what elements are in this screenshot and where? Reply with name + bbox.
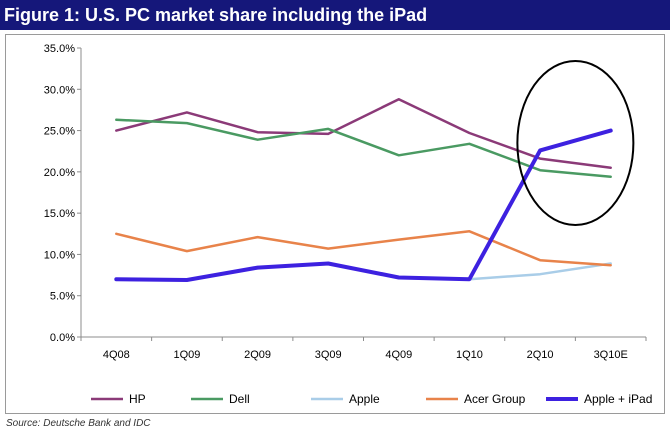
legend-label-hp: HP <box>129 392 146 406</box>
y-tick-label: 35.0% <box>44 43 75 55</box>
chart-frame: 0.0% 5.0% 10.0% 15.0% 20.0% 25.0% 30.0% 35.0% 4Q… <box>5 34 665 414</box>
x-tick-label: 2Q10 <box>527 349 554 361</box>
legend-label-apple-ipad: Apple + iPad <box>584 392 652 406</box>
x-tick-label: 4Q09 <box>385 349 412 361</box>
y-tick-label: 30.0% <box>44 84 75 96</box>
y-tick-label: 10.0% <box>44 249 75 261</box>
x-tick-label: 3Q10E <box>594 349 628 361</box>
figure-title: Figure 1: U.S. PC market share including… <box>0 0 670 30</box>
legend: HP Dell Apple Acer Group Apple + iPad <box>91 392 652 406</box>
x-tick-label: 2Q09 <box>244 349 271 361</box>
line-chart: 0.0% 5.0% 10.0% 15.0% 20.0% 25.0% 30.0% 35.0% 4Q… <box>44 43 653 406</box>
y-tick-label: 5.0% <box>50 291 75 303</box>
series-line-acer-group <box>115 230 612 267</box>
y-tick-label: 25.0% <box>44 126 75 138</box>
annotations <box>516 59 635 226</box>
series-line-hp <box>115 97 612 169</box>
legend-label-apple: Apple <box>349 392 380 406</box>
x-tick-label: 4Q08 <box>103 349 130 361</box>
x-tick-label: 3Q09 <box>315 349 342 361</box>
x-tick-label: 1Q09 <box>173 349 200 361</box>
series-line-apple-ipad <box>114 128 613 282</box>
series-lines <box>114 97 613 282</box>
y-tick-label: 15.0% <box>44 208 75 220</box>
axes: 0.0% 5.0% 10.0% 15.0% 20.0% 25.0% 30.0% 35.0% 4Q… <box>44 43 647 361</box>
y-tick-label: 20.0% <box>44 167 75 179</box>
source-note: Source: Deutsche Bank and IDC <box>6 418 151 429</box>
highlight-ellipse <box>516 59 635 226</box>
legend-label-acer-group: Acer Group <box>464 392 526 406</box>
series-line-dell <box>115 118 612 179</box>
legend-label-dell: Dell <box>229 392 250 406</box>
x-tick-label: 1Q10 <box>456 349 483 361</box>
y-tick-label: 0.0% <box>50 332 75 344</box>
